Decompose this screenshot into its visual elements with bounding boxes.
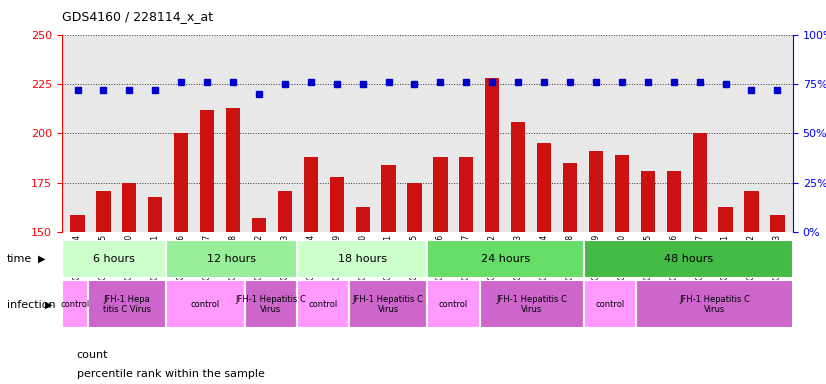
Bar [355, 207, 370, 232]
Bar [297, 280, 349, 328]
Text: 48 hours: 48 hours [664, 254, 713, 264]
Bar [692, 133, 707, 232]
Bar [97, 191, 111, 232]
Bar [200, 110, 214, 232]
Text: 18 hours: 18 hours [338, 254, 387, 264]
Bar [62, 280, 88, 328]
Bar [349, 280, 428, 328]
Bar [122, 183, 136, 232]
Bar [297, 240, 428, 278]
Text: JFH-1 Hepatitis C
Virus: JFH-1 Hepatitis C Virus [496, 295, 567, 314]
Bar [225, 108, 240, 232]
Bar [252, 218, 266, 232]
Bar [719, 207, 733, 232]
Bar [382, 165, 396, 232]
Bar [434, 157, 448, 232]
Text: 24 hours: 24 hours [482, 254, 530, 264]
Text: GDS4160 / 228114_x_at: GDS4160 / 228114_x_at [62, 10, 213, 23]
Bar [278, 191, 292, 232]
Bar [744, 191, 758, 232]
Text: infection: infection [7, 300, 55, 310]
Bar [148, 197, 163, 232]
Bar [88, 280, 166, 328]
Bar [563, 163, 577, 232]
Text: JFH-1 Hepatitis C
Virus: JFH-1 Hepatitis C Virus [679, 295, 750, 314]
Bar [771, 215, 785, 232]
Bar [636, 280, 793, 328]
Text: percentile rank within the sample: percentile rank within the sample [77, 369, 264, 379]
Bar [584, 240, 793, 278]
Bar [589, 151, 603, 232]
Bar [70, 215, 84, 232]
Text: ▶: ▶ [38, 254, 45, 264]
Text: control: control [191, 300, 221, 309]
Bar [166, 240, 297, 278]
Bar [428, 280, 480, 328]
Text: count: count [77, 350, 108, 360]
Text: ▶: ▶ [45, 300, 53, 310]
Text: control: control [308, 300, 338, 309]
Bar [428, 240, 584, 278]
Text: control: control [596, 300, 624, 309]
Bar [641, 171, 655, 232]
Bar [166, 280, 244, 328]
Bar [537, 143, 551, 232]
Text: control: control [439, 300, 468, 309]
Text: 12 hours: 12 hours [207, 254, 256, 264]
Bar [304, 157, 318, 232]
Bar [407, 183, 421, 232]
Bar [330, 177, 344, 232]
Text: control: control [60, 300, 90, 309]
Bar [667, 171, 681, 232]
Bar [459, 157, 473, 232]
Bar [62, 240, 166, 278]
Text: time: time [7, 254, 32, 264]
Bar [480, 280, 584, 328]
Text: 6 hours: 6 hours [93, 254, 135, 264]
Bar [485, 78, 500, 232]
Bar [244, 280, 297, 328]
Bar [615, 155, 629, 232]
Text: JFH-1 Hepatitis C
Virus: JFH-1 Hepatitis C Virus [235, 295, 306, 314]
Text: JFH-1 Hepa
titis C Virus: JFH-1 Hepa titis C Virus [103, 295, 151, 314]
Bar [511, 122, 525, 232]
Bar [584, 280, 636, 328]
Text: JFH-1 Hepatitis C
Virus: JFH-1 Hepatitis C Virus [353, 295, 424, 314]
Bar [174, 133, 188, 232]
